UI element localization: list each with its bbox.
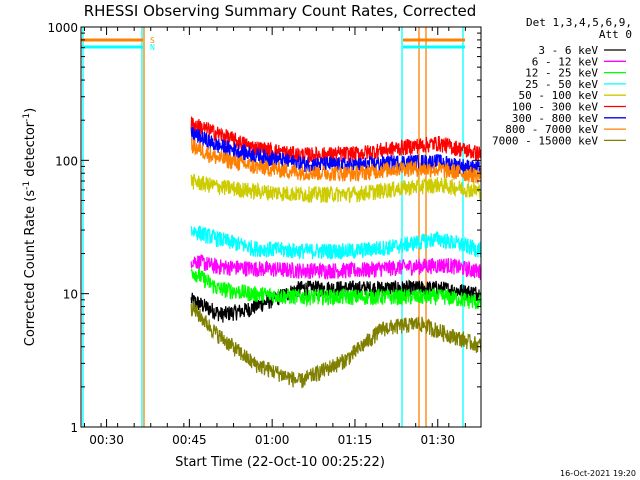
legend-label: 3 - 6 keV [538, 44, 598, 57]
x-tick-label: 01:30 [420, 433, 455, 447]
legend-label: 6 - 12 keV [532, 55, 599, 68]
series-line-5 [190, 116, 481, 165]
legend-label: 7000 - 15000 keV [492, 134, 598, 147]
legend-label: 50 - 100 keV [519, 89, 599, 102]
y-tick-label: 10 [63, 288, 78, 302]
series-line-2 [190, 268, 481, 310]
series-line-0 [190, 279, 481, 323]
series-line-1 [190, 254, 481, 281]
flag-label: N [150, 43, 155, 52]
y-tick-label: 1 [70, 421, 78, 435]
legend-header-1: Det 1,3,4,5,6,9, [526, 16, 632, 29]
series-line-4 [190, 173, 481, 204]
footer-timestamp: 16-Oct-2021 19:20 [560, 469, 636, 478]
legend-header-2: Att 0 [599, 28, 632, 41]
legend-label: 12 - 25 keV [525, 67, 598, 80]
y-tick-label: 1000 [47, 21, 78, 35]
legend-label: 100 - 300 keV [512, 101, 598, 114]
x-axis-label: Start Time (22-Oct-10 00:25:22) [175, 455, 385, 470]
legend-label: 300 - 800 keV [512, 112, 598, 125]
series-line-8 [190, 301, 481, 389]
y-tick-label: 100 [55, 154, 78, 168]
x-tick-label: 00:30 [89, 433, 124, 447]
y-axis-label: Corrected Count Rate (s-1 detector-1) [22, 108, 38, 346]
flag-label: S [150, 36, 155, 45]
plot-frame [80, 26, 482, 428]
x-tick-label: 01:00 [255, 433, 290, 447]
legend-label: 800 - 7000 keV [505, 123, 598, 136]
chart-title: RHESSI Observing Summary Count Rates, Co… [84, 2, 477, 20]
series-line-7 [190, 136, 481, 184]
legend-label: 25 - 50 keV [525, 78, 598, 91]
x-tick-label: 01:15 [338, 433, 373, 447]
series-line-3 [190, 225, 481, 260]
series-line-6 [190, 126, 481, 177]
x-tick-label: 00:45 [172, 433, 207, 447]
